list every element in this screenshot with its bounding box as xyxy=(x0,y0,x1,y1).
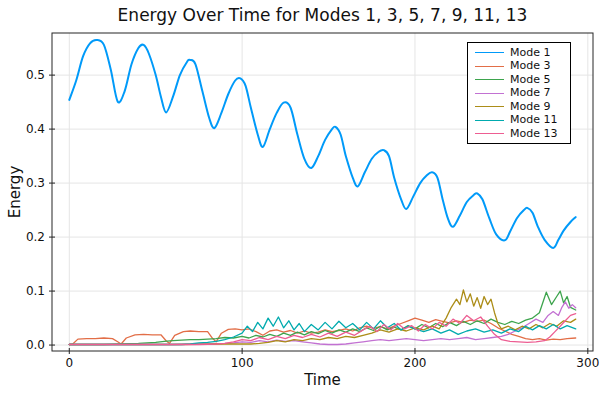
legend: Mode 1Mode 3 Mode 5Mode 7 Mode 9Mode 11 Mod… xyxy=(467,42,571,144)
legend-item-label: Mode 13 xyxy=(510,128,557,140)
legend-line-icon xyxy=(475,120,504,121)
legend-item-label: Mode 11 xyxy=(510,114,557,126)
x-tick-label: 0 xyxy=(65,356,73,370)
y-tick-label: 0.2 xyxy=(26,230,45,244)
legend-item-label: Mode 1 xyxy=(510,47,550,59)
legend-item: Mode 5 xyxy=(475,74,566,86)
y-tick-label: 0.0 xyxy=(26,338,45,352)
legend-item: Mode 3 xyxy=(475,60,566,72)
legend-item-label: Mode 5 xyxy=(510,74,550,86)
x-tick-label: 200 xyxy=(404,356,427,370)
legend-line-icon xyxy=(475,133,504,134)
y-tick-label: 0.5 xyxy=(26,68,45,82)
x-tick-label: 300 xyxy=(576,356,599,370)
y-tick-label: 0.1 xyxy=(26,284,45,298)
legend-item-label: Mode 9 xyxy=(510,101,550,113)
legend-item: Mode 1 xyxy=(475,47,566,59)
x-tick-label: 100 xyxy=(231,356,254,370)
legend-line-icon xyxy=(475,106,504,107)
legend-item: Mode 11 xyxy=(475,114,566,126)
legend-item: Mode 13 xyxy=(475,128,566,140)
legend-item-label: Mode 3 xyxy=(510,60,550,72)
legend-item: Mode 7 xyxy=(475,87,566,99)
figure-container: Energy Over Time for Modes 1, 3, 5, 7, 9… xyxy=(0,0,600,400)
y-tick-label: 0.3 xyxy=(26,176,45,190)
y-tick-label: 0.4 xyxy=(26,122,45,136)
legend-item-label: Mode 7 xyxy=(510,87,550,99)
legend-line-icon xyxy=(475,52,504,53)
legend-line-icon xyxy=(475,93,504,94)
legend-line-icon xyxy=(475,79,504,80)
legend-line-icon xyxy=(475,66,504,67)
legend-item: Mode 9 xyxy=(475,101,566,113)
